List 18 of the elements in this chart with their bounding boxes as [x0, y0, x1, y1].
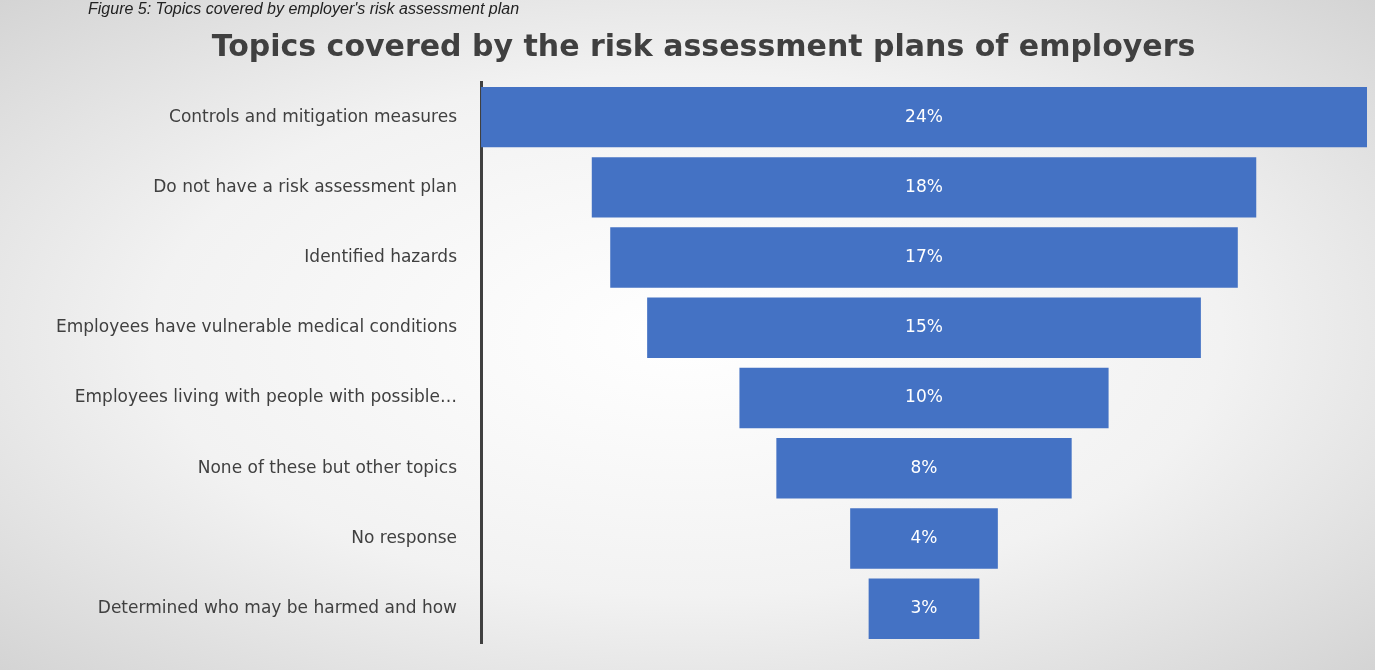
data-label: 17% — [905, 245, 943, 266]
category-label: Controls and mitigation measures — [169, 105, 458, 126]
category-label: Do not have a risk assessment plan — [153, 175, 458, 196]
category-label: Employees living with people with possible… — [74, 386, 458, 407]
category-label: Determined who may be harmed and how — [97, 597, 458, 618]
caption: Figure 5: Topics covered by employer's risk assessment plan — [88, 0, 520, 18]
category-label: Employees have vulnerable medical conditions — [56, 316, 458, 337]
category-label: No response — [351, 526, 458, 547]
data-label: 18% — [905, 175, 943, 196]
data-label: 15% — [905, 316, 943, 337]
text: Topics covered by the risk assessment plans of employers — [211, 27, 1196, 63]
category-label: Identified hazards — [304, 245, 458, 266]
data-label: 3% — [910, 597, 938, 618]
data-label: 8% — [910, 456, 938, 477]
data-label: 24% — [905, 105, 943, 126]
data-label: 4% — [910, 526, 938, 547]
category-label: None of these but other topics — [197, 456, 458, 477]
data-label: 10% — [905, 386, 943, 407]
